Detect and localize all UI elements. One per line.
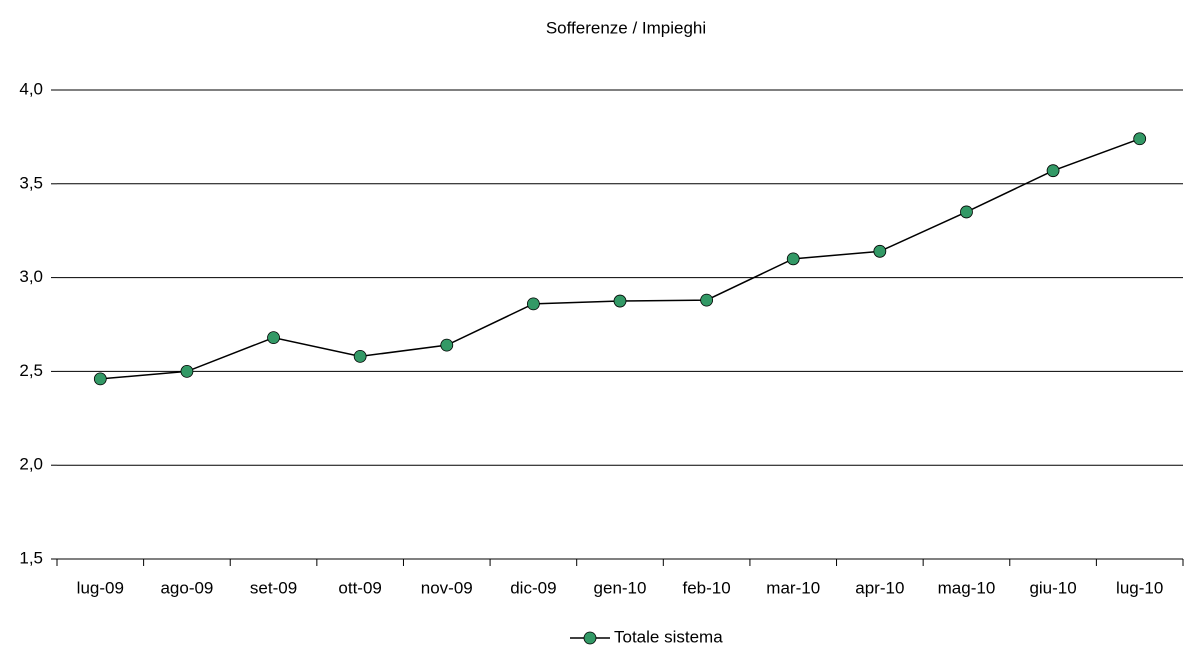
y-tick-label: 2,5 bbox=[19, 361, 43, 380]
data-point bbox=[873, 244, 887, 258]
data-point bbox=[353, 349, 367, 363]
x-tick-label: set-09 bbox=[250, 578, 297, 597]
x-tick-label: mar-10 bbox=[766, 578, 820, 597]
x-tick-label: ago-09 bbox=[160, 578, 213, 597]
y-tick-label: 3,0 bbox=[19, 267, 43, 286]
x-tick-label: dic-09 bbox=[510, 578, 556, 597]
data-line bbox=[100, 138, 1140, 380]
x-tick-label: nov-09 bbox=[421, 578, 473, 597]
x-tick-label: ott-09 bbox=[338, 578, 381, 597]
data-point bbox=[613, 294, 627, 308]
chart-title: Sofferenze / Impieghi bbox=[546, 18, 706, 37]
y-tick-label: 4,0 bbox=[19, 79, 43, 98]
y-tick-label: 1,5 bbox=[19, 548, 43, 567]
x-tick-label: giu-10 bbox=[1029, 578, 1076, 597]
x-tick-label: lug-09 bbox=[77, 578, 124, 597]
data-point bbox=[267, 331, 280, 345]
x-tick-label: lug-10 bbox=[1116, 578, 1163, 597]
data-point bbox=[960, 205, 973, 219]
y-tick-label: 3,5 bbox=[19, 173, 43, 192]
data-point bbox=[1133, 132, 1147, 146]
x-tick-label: apr-10 bbox=[855, 578, 904, 597]
data-point bbox=[700, 293, 714, 307]
data-point bbox=[786, 252, 800, 266]
data-point bbox=[1046, 164, 1060, 178]
legend-marker bbox=[583, 631, 597, 645]
data-point bbox=[440, 338, 454, 352]
data-point bbox=[526, 297, 540, 311]
x-tick-label: gen-10 bbox=[594, 578, 647, 597]
x-tick-label: mag-10 bbox=[938, 578, 996, 597]
y-tick-label: 2,0 bbox=[19, 455, 43, 474]
x-tick-label: feb-10 bbox=[683, 578, 731, 597]
data-point bbox=[93, 372, 107, 386]
legend-label: Totale sistema bbox=[614, 627, 723, 646]
data-point bbox=[180, 364, 194, 378]
